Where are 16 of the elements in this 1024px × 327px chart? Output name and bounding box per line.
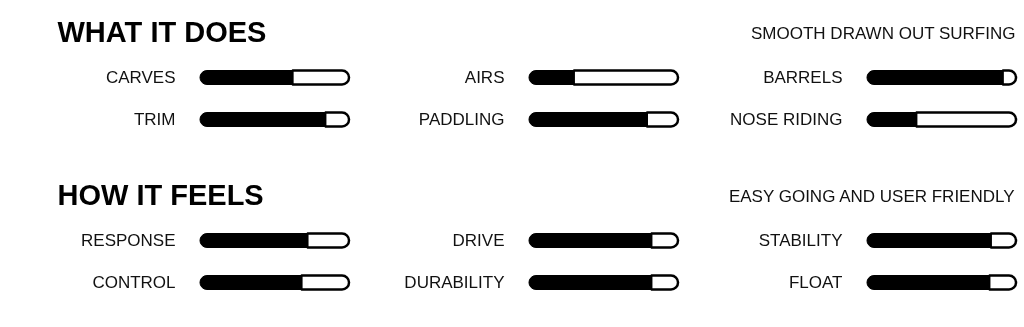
y-tick-label: CARVES [105, 68, 176, 87]
chart-subtitle: SMOOTH DRAWN OUT SURFING [751, 24, 1016, 43]
y-tick-label: PADDLING [418, 110, 505, 129]
chart-subtitle: EASY GOING AND USER FRIENDLY [728, 187, 1015, 206]
y-tick-label: BARRELS [763, 68, 843, 87]
y-tick-label: FLOAT [788, 273, 843, 292]
chart-title: WHAT IT DOES [57, 15, 267, 48]
chart-title: HOW IT FEELS [57, 178, 264, 211]
y-tick-label: CONTROL [92, 273, 176, 292]
y-tick-label: TRIM [133, 110, 176, 129]
y-tick-label: AIRS [464, 68, 505, 87]
y-tick-label: STABILITY [758, 231, 843, 250]
y-tick-label: DURABILITY [404, 273, 505, 292]
y-tick-label: NOSE RIDING [730, 110, 843, 129]
y-tick-label: RESPONSE [81, 231, 176, 250]
y-tick-label: DRIVE [452, 231, 505, 250]
